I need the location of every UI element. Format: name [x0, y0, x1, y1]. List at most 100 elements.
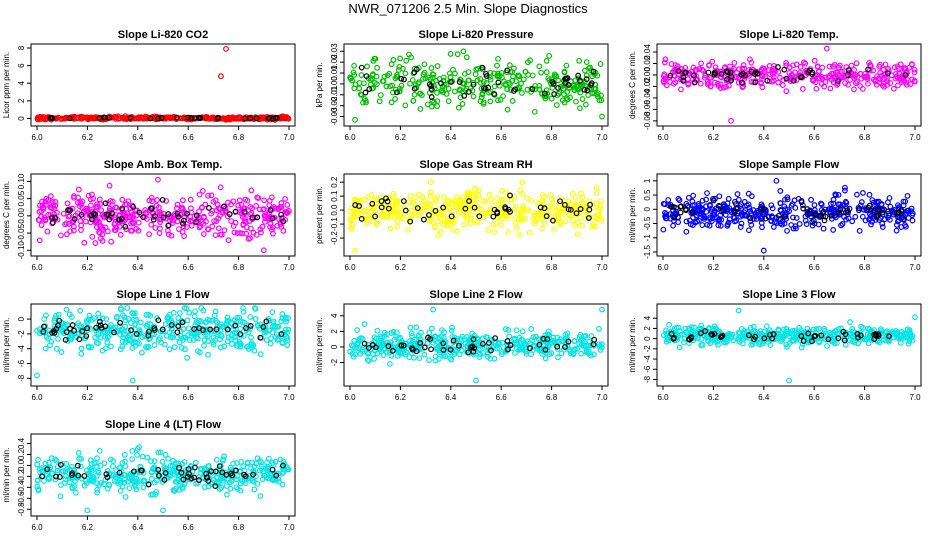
data-point [107, 198, 114, 204]
data-point [479, 91, 486, 97]
outlier-point [599, 306, 605, 313]
data-point [245, 235, 252, 242]
data-point [402, 70, 409, 77]
highlight-point [116, 216, 123, 223]
data-point [428, 103, 435, 110]
data-point [661, 201, 668, 208]
data-point [857, 83, 864, 89]
y-tick-label: 0.02 [330, 54, 339, 70]
data-point [852, 213, 859, 220]
data-point [224, 314, 231, 321]
data-point [387, 213, 394, 220]
data-point [487, 197, 494, 203]
data-point [573, 98, 579, 105]
x-tick-label: 6.6 [183, 133, 195, 142]
data-point [69, 314, 75, 320]
data-point [397, 351, 404, 357]
data-point [827, 85, 834, 92]
highlight-point [440, 347, 447, 353]
highlight-point [757, 207, 764, 213]
data-point [890, 85, 897, 92]
x-tick-label: 7.0 [596, 393, 608, 402]
data-point [759, 340, 766, 347]
data-point [258, 229, 264, 236]
data-point [706, 62, 712, 68]
data-point [854, 78, 860, 85]
y-axis-label: kPa per min. [315, 63, 324, 108]
data-point [661, 59, 668, 66]
outlier-point [34, 372, 40, 379]
data-point [429, 214, 436, 221]
data-point [539, 225, 545, 232]
data-point [430, 71, 437, 78]
data-point [230, 223, 237, 229]
data-point [687, 326, 694, 333]
data-point [685, 80, 692, 87]
data-point [824, 343, 830, 349]
highlight-point [273, 472, 280, 479]
highlight-point [705, 69, 712, 76]
data-point [444, 216, 451, 222]
data-point [186, 337, 193, 343]
data-point [516, 73, 523, 80]
data-point [835, 64, 842, 71]
data-point [125, 478, 132, 485]
highlight-point [400, 342, 407, 349]
highlight-point [186, 470, 192, 477]
data-point [216, 206, 223, 213]
x-tick-label: 7.0 [596, 263, 608, 272]
data-point [88, 202, 94, 209]
data-point [812, 79, 819, 86]
data-point [759, 224, 765, 231]
data-point [746, 227, 752, 234]
data-point [554, 92, 561, 99]
outlier-point [155, 176, 161, 183]
highlight-point [711, 69, 718, 76]
data-point [54, 467, 61, 474]
data-point [171, 487, 178, 494]
data-point [410, 97, 417, 104]
x-tick-label: 7.0 [909, 393, 921, 402]
data-point [130, 310, 137, 317]
data-point [49, 470, 56, 477]
data-point [53, 345, 60, 352]
data-point [129, 456, 136, 463]
data-point [779, 82, 786, 89]
data-point [148, 475, 155, 482]
data-point [482, 210, 489, 217]
data-point [662, 210, 668, 216]
highlight-point [57, 474, 63, 480]
data-point [536, 347, 543, 354]
chart-title: Slope Sample Flow [739, 159, 840, 171]
highlight-point [550, 81, 557, 87]
data-point [394, 198, 400, 205]
data-point [796, 324, 803, 331]
x-tick-label: 6.0 [31, 523, 43, 532]
highlight-point [63, 329, 70, 336]
outlier-point [427, 179, 434, 186]
chart-title: Slope Amb. Box Temp. [104, 159, 223, 171]
data-point [447, 355, 453, 361]
data-point [835, 191, 842, 198]
data-point [876, 63, 883, 70]
data-point [44, 228, 51, 235]
data-point [895, 82, 901, 89]
data-point [285, 315, 291, 322]
data-point [800, 202, 806, 209]
data-point [670, 222, 676, 229]
highlight-point [278, 211, 284, 218]
data-point [510, 73, 516, 80]
highlight-point [450, 337, 457, 344]
data-point [95, 468, 101, 474]
data-point [726, 216, 733, 223]
highlight-point [740, 70, 746, 77]
highlight-point [372, 213, 378, 220]
data-point [847, 319, 853, 325]
highlight-point [840, 328, 847, 335]
highlight-point [476, 213, 483, 220]
data-point [460, 194, 467, 201]
data-point [141, 477, 148, 484]
data-point [119, 460, 126, 467]
